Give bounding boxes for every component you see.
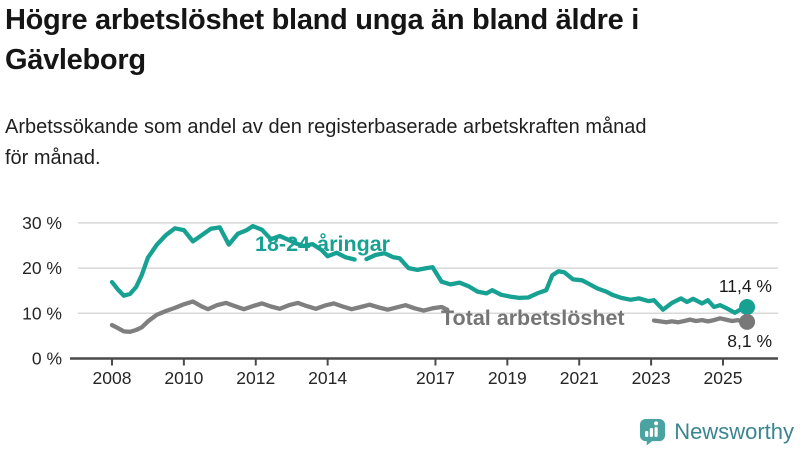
series-line-youth [109,223,750,315]
x-tick-label: 2023 [632,368,671,388]
series-label: 18-24-åringar [255,232,391,256]
x-tick-label: 2010 [164,368,203,388]
x-tick-label: 2017 [416,368,455,388]
newsworthy-wordmark: Newsworthy [674,419,794,444]
newsworthy-logo-icon [640,418,666,446]
x-tick-label: 2025 [704,368,743,388]
chart-title: Högre arbetslöshet bland unga än bland ä… [5,4,639,76]
y-tick-label: 20 % [22,258,62,278]
x-tick-label: 2012 [236,368,275,388]
series-end-dot [739,313,756,330]
chart-subtitle: Arbetssökande som andel av den registerb… [5,116,647,169]
y-tick-label: 30 % [22,213,62,233]
x-tick-label: 2019 [488,368,527,388]
x-tick-label: 2021 [560,368,599,388]
series-label: Total arbetslöshet [441,306,625,330]
x-tick-label: 2008 [93,368,132,388]
series-line-total [109,299,750,334]
series-end-dot [739,298,756,315]
y-tick-label: 10 % [22,303,62,323]
series-end-value: 8,1 % [727,331,772,351]
series-end-value: 11,4 % [719,276,772,296]
newsworthy-logo: Newsworthy [639,418,794,446]
y-tick-label: 0 % [32,349,62,369]
x-tick-label: 2014 [308,368,347,388]
